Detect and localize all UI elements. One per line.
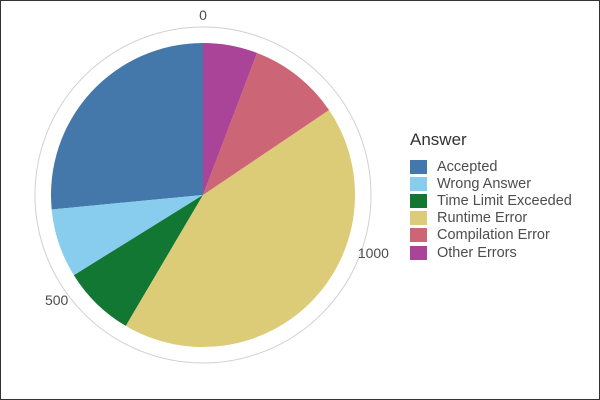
radial-tick-label: 1000: [358, 245, 389, 261]
legend-swatch: [410, 193, 427, 208]
legend: Answer Accepted Wrong Answer Time Limit Ex…: [410, 130, 572, 261]
legend-item: Compilation Error: [410, 227, 572, 244]
legend-swatch: [410, 211, 427, 226]
slice-wrong-answer: [51, 195, 203, 276]
pie-slices: [34, 26, 372, 364]
legend-swatch: [410, 176, 427, 191]
grid-circle: [34, 26, 372, 364]
legend-label: Time Limit Exceeded: [437, 192, 572, 209]
slice-runtime-error: [125, 110, 355, 348]
legend-title: Answer: [410, 130, 467, 149]
slice-time-limit-exceeded: [73, 195, 204, 326]
radial-tick-label: 500: [45, 292, 69, 308]
legend-swatch: [410, 159, 427, 174]
legend-item: Wrong Answer: [410, 175, 572, 192]
legend-item: Other Errors: [410, 244, 572, 261]
legend-item: Accepted: [410, 158, 572, 175]
slice-compilation-error: [203, 52, 330, 195]
legend-label: Wrong Answer: [437, 175, 532, 192]
radial-tick-label: 0: [199, 7, 207, 23]
slice-other-errors: [203, 43, 258, 195]
slice-accepted: [50, 43, 204, 210]
legend-swatch: [410, 228, 427, 243]
legend-items: Accepted Wrong Answer Time Limit Exceeded R…: [410, 158, 572, 261]
legend-label: Other Errors: [437, 244, 517, 261]
legend-item: Runtime Error: [410, 210, 572, 227]
radial-ticks: 0 500 1000: [45, 7, 389, 308]
legend-label: Compilation Error: [437, 227, 550, 244]
legend-label: Accepted: [437, 158, 498, 175]
legend-label: Runtime Error: [437, 210, 528, 227]
legend-swatch: [410, 245, 427, 260]
legend-item: Time Limit Exceeded: [410, 192, 572, 209]
